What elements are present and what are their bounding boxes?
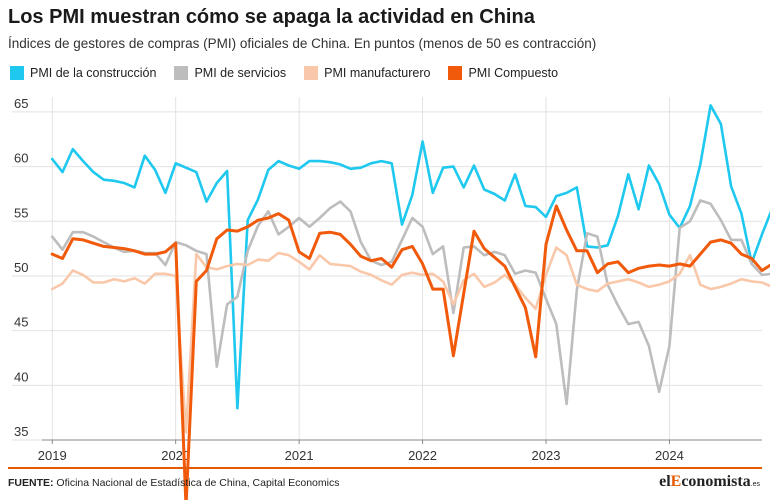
x-axis-ticks: 2019 2020 2021 2022 2023 2024 bbox=[38, 439, 762, 463]
footer-divider bbox=[8, 467, 762, 469]
series-line-2 bbox=[50, 199, 770, 406]
legend-item-4: PMI Compuesto bbox=[448, 66, 558, 80]
legend-swatch bbox=[448, 66, 463, 80]
x-tick-label-2022: 2022 bbox=[408, 448, 437, 463]
source-label: FUENTE: bbox=[8, 477, 54, 489]
legend-label: PMI de servicios bbox=[194, 66, 287, 80]
series-lines bbox=[50, 104, 770, 500]
y-tick-label-55: 55 bbox=[14, 205, 28, 220]
y-tick-label-50: 50 bbox=[14, 260, 28, 275]
legend-item-2: PMI de servicios bbox=[174, 66, 286, 80]
y-tick-label-65: 65 bbox=[14, 96, 28, 111]
x-tick-label-2019: 2019 bbox=[38, 448, 67, 463]
x-tick-label-2020: 2020 bbox=[161, 448, 190, 463]
legend-label: PMI de la construcción bbox=[30, 66, 157, 80]
x-tick-label-2021: 2021 bbox=[285, 448, 314, 463]
x-tick-label-2024: 2024 bbox=[655, 448, 684, 463]
x-tick-label-2023: 2023 bbox=[532, 448, 561, 463]
chart-grid bbox=[12, 97, 762, 441]
y-tick-label-35: 35 bbox=[14, 424, 28, 439]
legend-label: PMI Compuesto bbox=[468, 66, 559, 80]
series-line-3 bbox=[50, 246, 770, 434]
legend-swatch bbox=[10, 66, 24, 80]
chart-subtitle: Índices de gestores de compras (PMI) ofi… bbox=[8, 36, 597, 51]
y-axis-ticks: 35 40 45 50 55 60 65 bbox=[14, 96, 28, 439]
y-tick-label-40: 40 bbox=[14, 369, 28, 384]
legend-swatch bbox=[304, 66, 319, 80]
chart-title: Los PMI muestran cómo se apaga la activi… bbox=[8, 6, 535, 28]
legend-item-3: PMI manufacturero bbox=[304, 66, 430, 80]
series-line-1 bbox=[50, 104, 770, 410]
publisher-logo: elEconomista.es bbox=[659, 473, 760, 490]
chart-legend: PMI de la construcción PMI de servicios PM… bbox=[10, 66, 576, 80]
source-note: FUENTE: Oficina Nacional de Estadística … bbox=[8, 477, 339, 489]
legend-item-1: PMI de la construcción bbox=[10, 66, 156, 80]
y-tick-label-60: 60 bbox=[14, 151, 28, 166]
legend-swatch bbox=[174, 66, 189, 80]
source-text: Oficina Nacional de Estadística de China… bbox=[53, 477, 340, 489]
y-tick-label-45: 45 bbox=[14, 315, 28, 330]
series-line-4 bbox=[50, 204, 770, 500]
legend-label: PMI manufacturero bbox=[324, 66, 431, 80]
